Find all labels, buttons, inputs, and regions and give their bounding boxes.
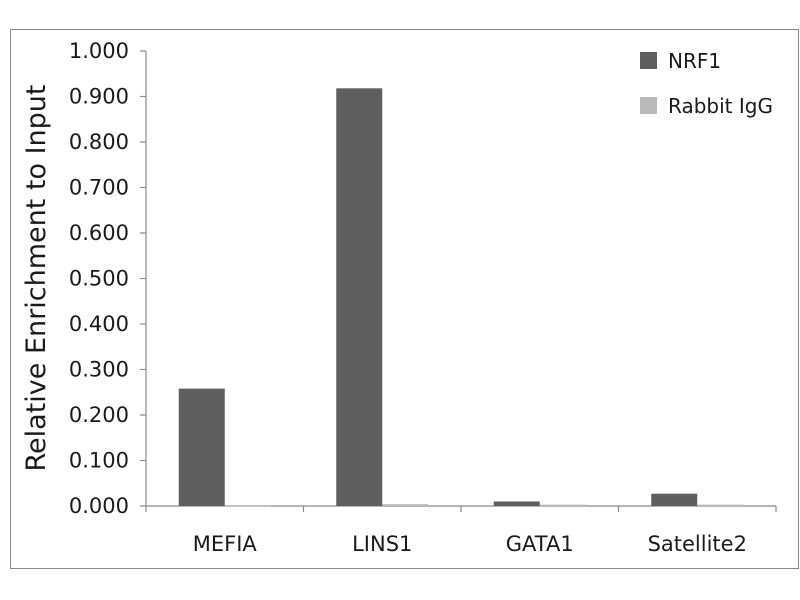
bar-nrf1: [651, 493, 698, 506]
legend-swatch: [640, 97, 657, 114]
y-tick-label: 0.700: [69, 176, 129, 200]
chart-frame: [10, 29, 799, 569]
bar-rabbit-igg: [697, 504, 744, 507]
bar-rabbit-igg: [382, 504, 429, 506]
y-tick-label: 0.100: [69, 449, 129, 473]
x-tick-label: Satellite2: [648, 532, 747, 556]
legend: NRF1 Rabbit IgG: [640, 49, 773, 118]
y-tick-label: 0.800: [69, 130, 129, 154]
y-tick-label: 0.500: [69, 267, 129, 291]
axes: 0.000 0.100 0.200 0.300 0.400 0.500 0.600 0.700…: [69, 39, 777, 556]
x-tick-label: LINS1: [352, 532, 412, 556]
bars: [178, 88, 744, 507]
legend-label: Rabbit IgG: [668, 94, 773, 118]
bar-rabbit-igg: [224, 505, 271, 507]
y-tick-label: 0.900: [69, 85, 129, 109]
legend-label: NRF1: [668, 49, 721, 73]
y-tick-label: 0.600: [69, 221, 129, 245]
y-tick-label: 0.200: [69, 403, 129, 427]
bar-nrf1: [493, 501, 540, 506]
bar-nrf1: [336, 88, 383, 506]
bar-rabbit-igg: [539, 504, 586, 507]
x-tick-label: MEFIA: [193, 532, 258, 556]
y-tick-label: 0.300: [69, 358, 129, 382]
legend-swatch: [640, 52, 657, 69]
y-tick-label: 1.000: [69, 39, 129, 63]
y-tick-label: 0.400: [69, 312, 129, 336]
y-tick-label: 0.000: [69, 494, 129, 518]
bar-nrf1: [178, 388, 225, 506]
x-tick-label: GATA1: [506, 532, 574, 556]
y-axis-label: Relative Enrichment to Input: [21, 85, 52, 472]
